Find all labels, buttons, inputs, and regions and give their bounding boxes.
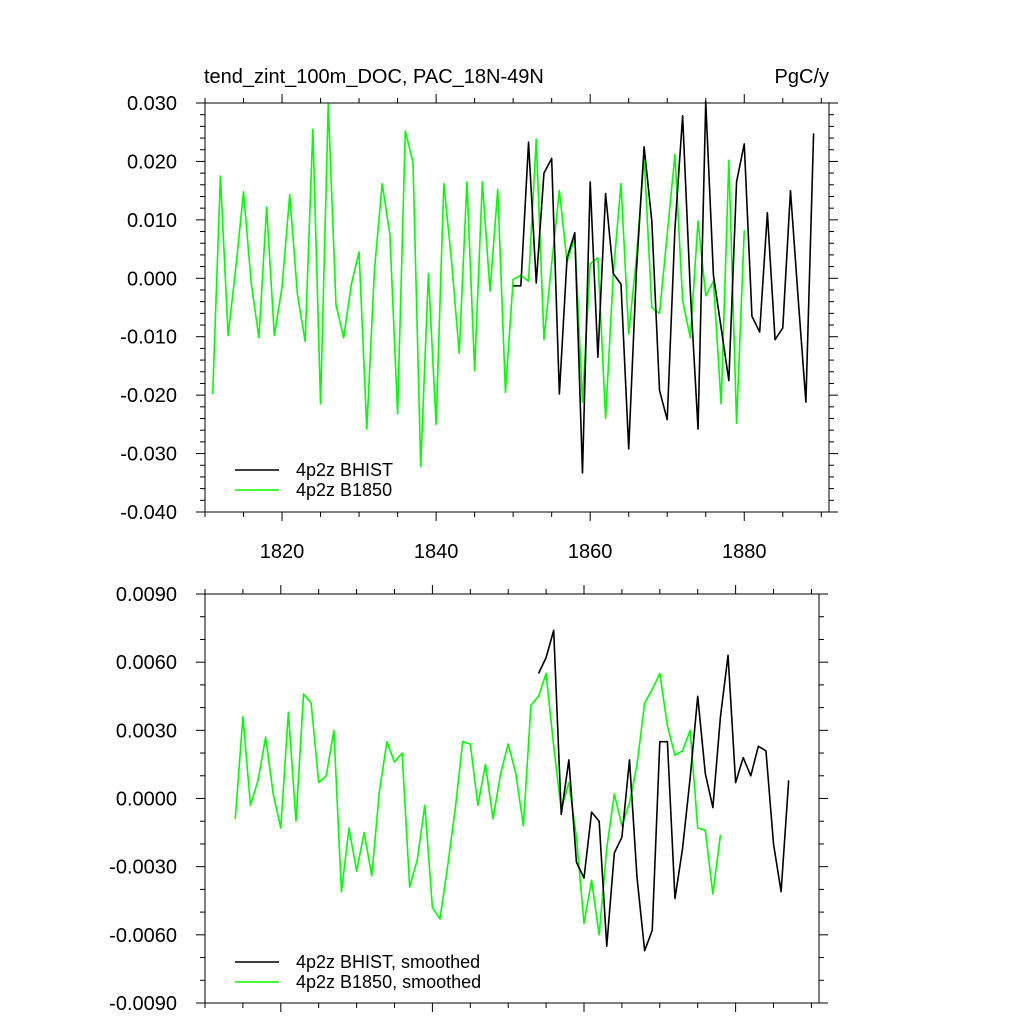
y-tick-label: -0.0060	[109, 925, 177, 947]
y-tick-label: -0.020	[120, 385, 177, 407]
top-series	[211, 101, 815, 474]
x-tick-label: 1860	[568, 541, 613, 563]
y-tick-label: -0.030	[120, 444, 177, 466]
y-tick-label: -0.0090	[109, 993, 177, 1015]
series-line-bhist	[537, 629, 790, 952]
y-tick-label: -0.040	[120, 502, 177, 524]
x-tick-label: 1880	[722, 541, 767, 563]
top-legend: 4p2z BHIST 4p2z B1850	[235, 460, 393, 500]
x-tick-label: 1840	[414, 541, 459, 563]
y-tick-label: 0.010	[127, 210, 177, 232]
top-axis-ticks	[196, 94, 838, 521]
bottom-axis-ticks	[196, 585, 828, 1012]
top-units: PgC/y	[775, 66, 829, 88]
top-x-tick-labels: 1820 1840 1860 1880	[260, 541, 767, 563]
series-line-bhist	[513, 101, 815, 474]
y-tick-label: 0.0060	[116, 652, 177, 674]
top-panel: tend_zint_100m_DOC, PAC_18N-49N PgC/y -0…	[120, 66, 838, 563]
top-y-tick-labels: -0.040 -0.030 -0.020 -0.010 0.000 0.010 0.020 0…	[120, 93, 177, 524]
y-tick-label: 0.0030	[116, 720, 177, 742]
bottom-panel: -0.0090 -0.0060 -0.0030 0.0000 0.0030 0.0060 0…	[109, 584, 828, 1015]
bottom-legend: 4p2z BHIST, smoothed 4p2z B1850, smoothe…	[235, 952, 481, 992]
y-tick-label: -0.010	[120, 327, 177, 349]
bottom-legend-label-b1850: 4p2z B1850, smoothed	[296, 972, 481, 992]
x-tick-label: 1820	[260, 541, 305, 563]
y-tick-label: 0.0000	[116, 789, 177, 811]
top-plot-frame	[204, 102, 830, 513]
y-tick-label: 0.0090	[116, 584, 177, 606]
y-tick-label: 0.030	[127, 93, 177, 115]
bottom-legend-label-bhist: 4p2z BHIST, smoothed	[296, 952, 480, 972]
top-title: tend_zint_100m_DOC, PAC_18N-49N	[204, 66, 544, 88]
bottom-y-tick-labels: -0.0090 -0.0060 -0.0030 0.0000 0.0030 0.0060 0…	[109, 584, 177, 1015]
top-legend-label-b1850: 4p2z B1850	[296, 480, 392, 500]
top-legend-label-bhist: 4p2z BHIST	[296, 460, 393, 480]
y-tick-label: 0.020	[127, 151, 177, 173]
y-tick-label: -0.0030	[109, 857, 177, 879]
series-line-b1850	[234, 672, 722, 936]
bottom-series	[234, 629, 790, 952]
y-tick-label: 0.000	[127, 268, 177, 290]
